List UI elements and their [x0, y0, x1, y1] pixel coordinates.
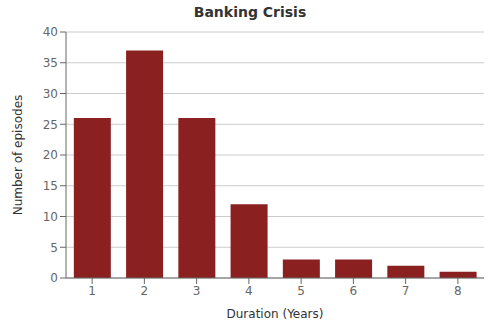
- svg-text:5: 5: [297, 284, 305, 298]
- svg-text:Number of episodes: Number of episodes: [11, 95, 25, 216]
- svg-text:15: 15: [43, 179, 58, 193]
- svg-text:35: 35: [43, 56, 58, 70]
- svg-text:7: 7: [402, 284, 410, 298]
- svg-text:25: 25: [43, 118, 58, 132]
- svg-text:20: 20: [43, 148, 58, 162]
- svg-text:5: 5: [50, 241, 58, 255]
- svg-text:2: 2: [141, 284, 149, 298]
- svg-text:6: 6: [350, 284, 358, 298]
- html-text:Banking Crisis: Banking Crisis: [193, 4, 307, 20]
- svg-text:8: 8: [454, 284, 462, 298]
- svg-text:4: 4: [245, 284, 253, 298]
- svg-text:40: 40: [43, 25, 58, 39]
- svg-text:1: 1: [88, 284, 96, 298]
- svg-text:0: 0: [50, 271, 58, 285]
- svg-text:30: 30: [43, 87, 58, 101]
- svg-text:10: 10: [43, 210, 58, 224]
- svg-text:3: 3: [193, 284, 201, 298]
- svg-text:Duration (Years): Duration (Years): [227, 307, 324, 321]
